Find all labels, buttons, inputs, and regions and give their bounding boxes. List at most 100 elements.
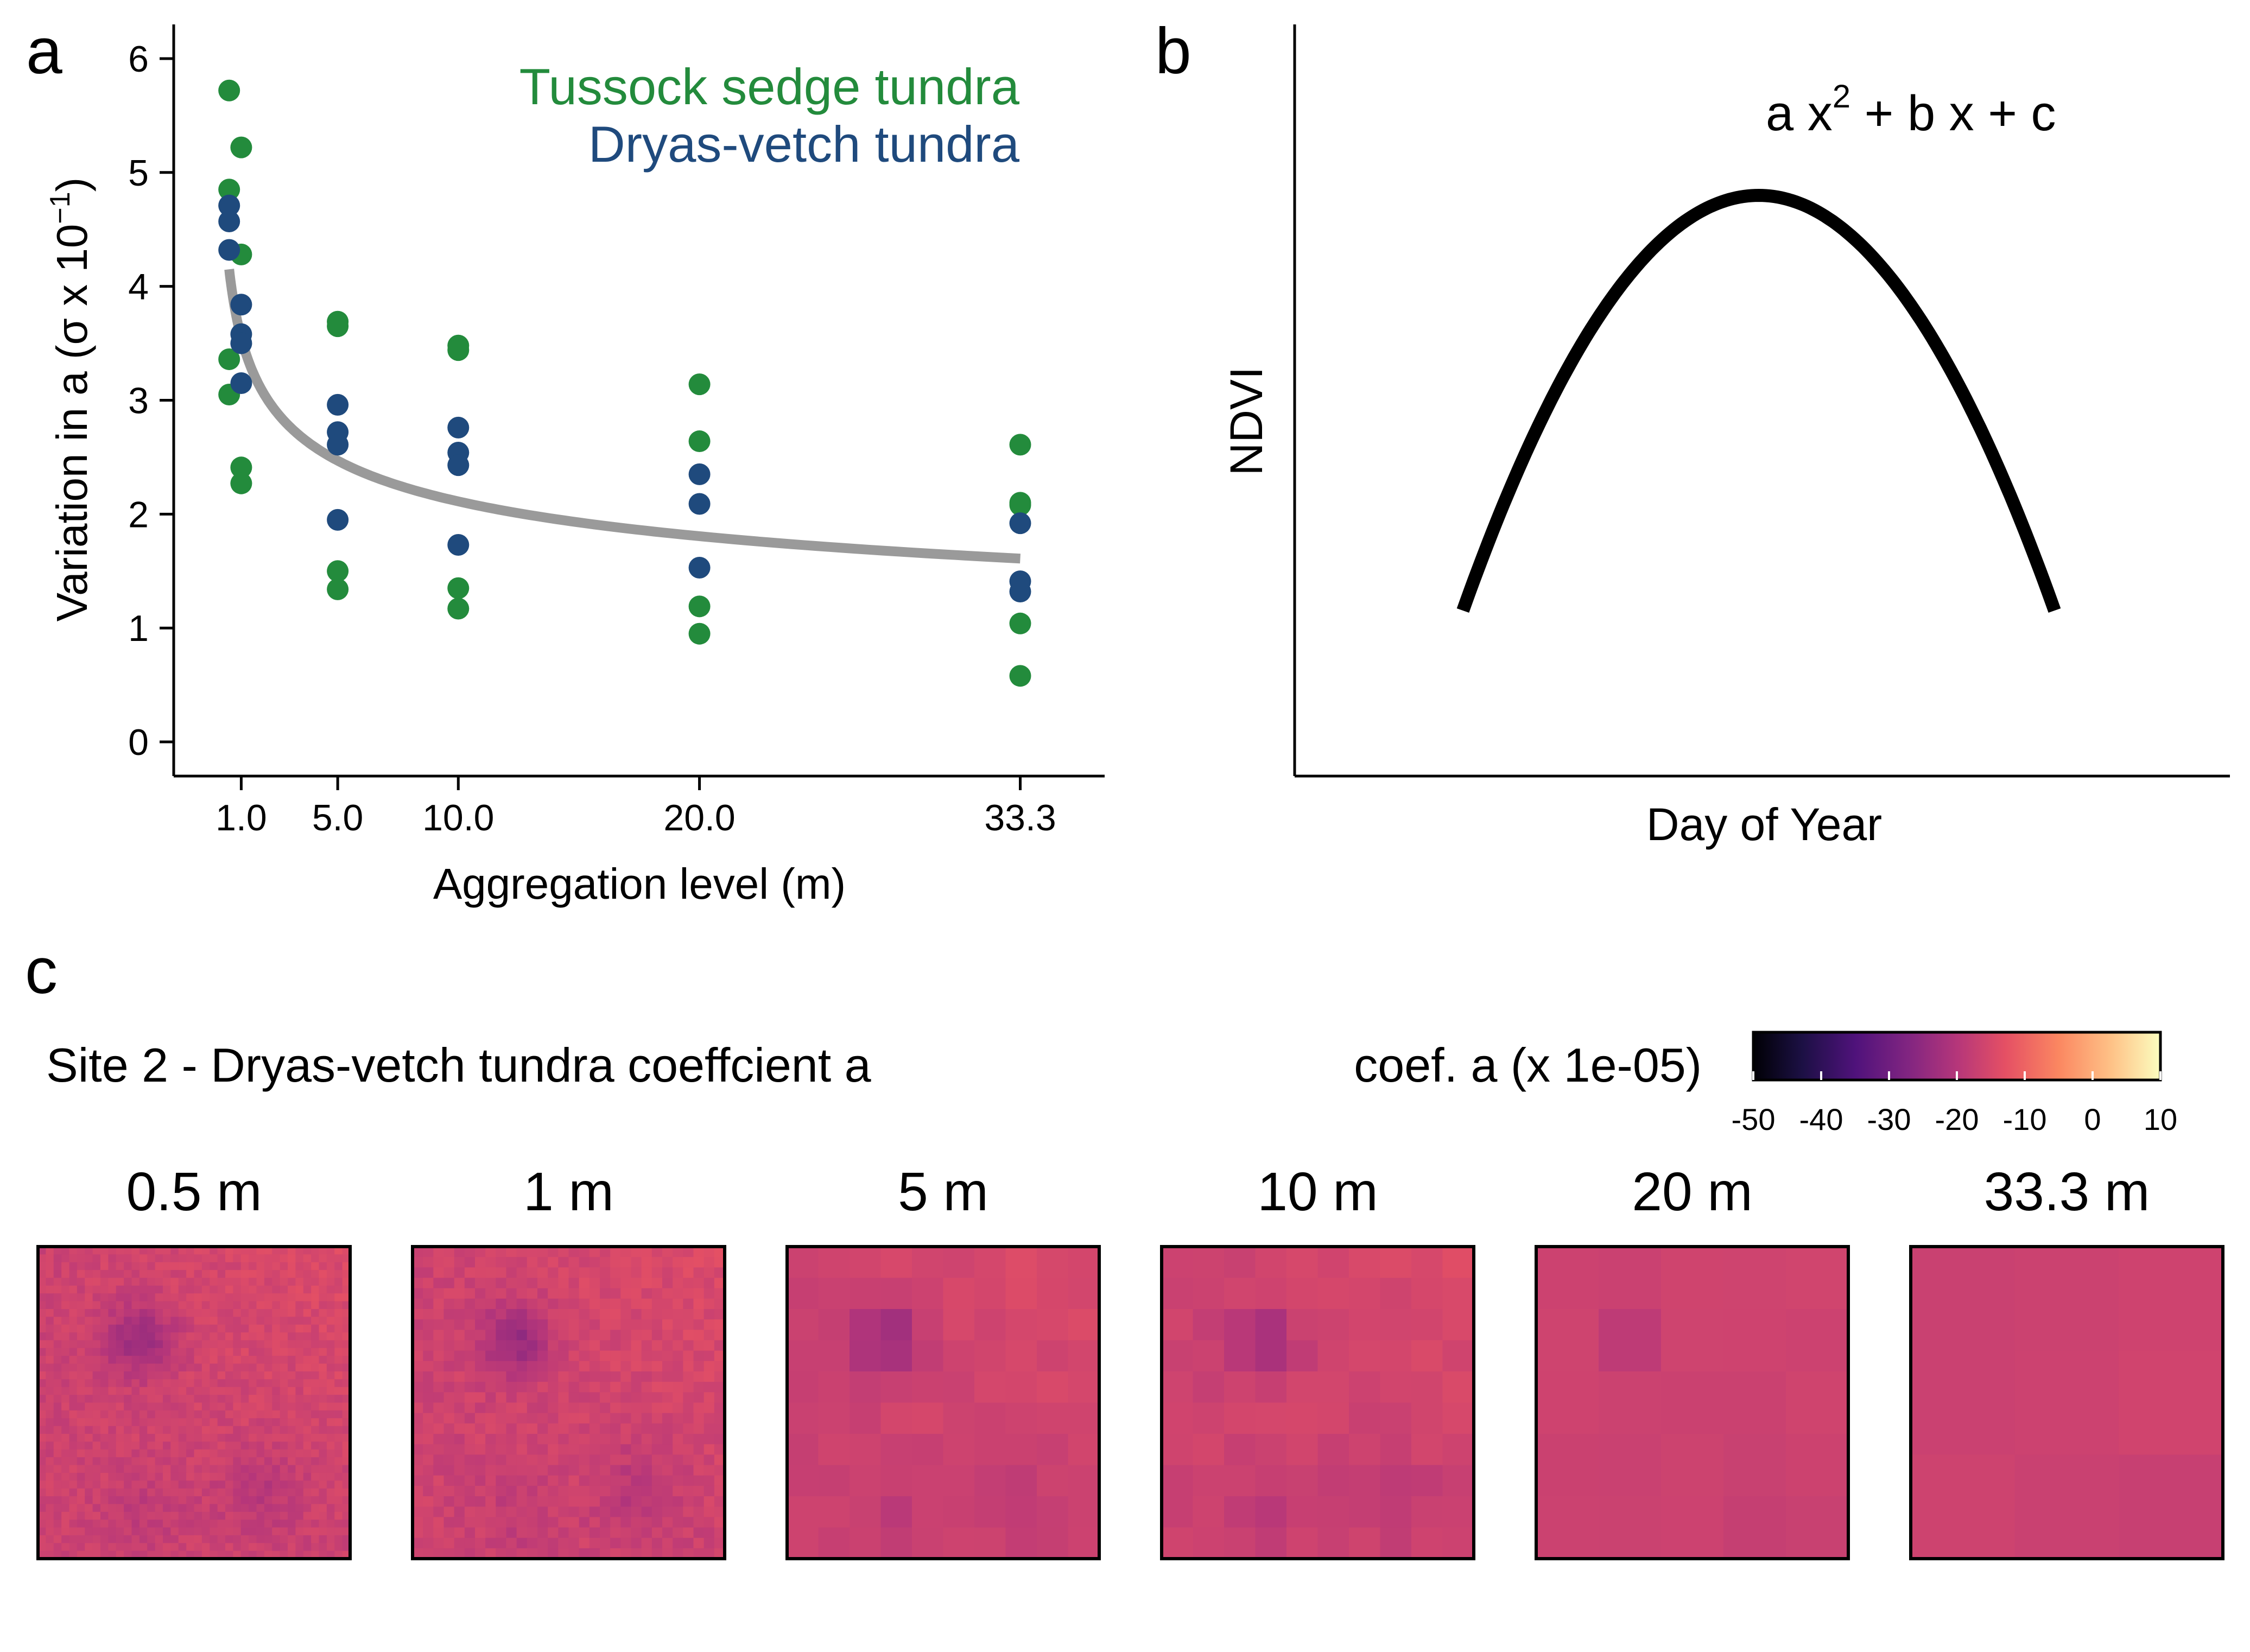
heatmap-cell <box>683 1496 694 1507</box>
heatmap-cell <box>334 1278 343 1286</box>
point-dryas <box>688 463 711 485</box>
heatmap-cell <box>631 1267 642 1279</box>
heatmap-cell <box>443 1434 455 1445</box>
heatmap-cell <box>194 1481 202 1489</box>
heatmap-cell <box>319 1324 327 1333</box>
heatmap-cell <box>631 1330 642 1341</box>
heatmap-cell <box>249 1262 257 1270</box>
heatmap-cell <box>464 1527 476 1539</box>
heatmap-cell <box>163 1527 172 1536</box>
heatmap-cell <box>77 1332 86 1341</box>
heatmap-cell <box>693 1319 705 1331</box>
heatmap-cell <box>496 1392 507 1403</box>
heatmap-cell <box>703 1330 715 1341</box>
heatmap-cell <box>124 1488 132 1497</box>
heatmap-cell <box>288 1293 296 1302</box>
heatmap-cell <box>1255 1247 1287 1279</box>
heatmap-cell <box>249 1395 257 1403</box>
heatmap-cell <box>1536 1434 1599 1497</box>
heatmap-cell <box>334 1254 343 1263</box>
heatmap-cell <box>92 1371 101 1380</box>
heatmap-cell <box>433 1319 445 1331</box>
heatmap-cell <box>631 1309 642 1320</box>
heatmap-cell <box>423 1527 434 1539</box>
heatmap-cell <box>610 1444 622 1456</box>
heatmap-cell <box>703 1496 715 1507</box>
heatmap-cell <box>548 1350 559 1362</box>
heatmap-cell <box>280 1527 288 1536</box>
heatmap-cell <box>92 1348 101 1357</box>
heatmap-cell <box>170 1285 179 1294</box>
heatmap-cell <box>46 1285 54 1294</box>
heatmap-cell <box>233 1262 242 1270</box>
heatmap-cell <box>124 1379 132 1388</box>
heatmap-cell <box>288 1410 296 1419</box>
heatmap-cell <box>589 1496 600 1507</box>
heatmap-cell <box>568 1496 580 1507</box>
heatmap-cell <box>201 1441 211 1450</box>
heatmap-cell <box>413 1454 423 1466</box>
heatmap-cell <box>334 1402 343 1411</box>
heatmap-cell <box>413 1309 423 1320</box>
heatmap-cell <box>454 1434 465 1445</box>
heatmap-cell <box>124 1247 132 1255</box>
heatmap-cell <box>1162 1278 1194 1310</box>
heatmap-cell <box>334 1465 343 1473</box>
heatmap-cell <box>69 1371 78 1380</box>
heatmap-cell <box>443 1517 455 1528</box>
heatmap-cell <box>295 1363 304 1372</box>
heatmap-cell <box>311 1449 320 1458</box>
heatmap-cell <box>485 1382 497 1393</box>
heatmap-cell <box>464 1475 476 1486</box>
heatmap-cell <box>272 1504 281 1513</box>
heatmap-cell <box>454 1247 465 1257</box>
heatmap-cell <box>100 1317 109 1325</box>
heatmap-cell <box>673 1465 684 1476</box>
heatmap-cell <box>116 1278 124 1286</box>
heatmap-cell <box>610 1517 622 1528</box>
heatmap-cell <box>272 1317 281 1325</box>
heatmap-cell <box>46 1395 54 1403</box>
heatmap-cell <box>124 1481 132 1489</box>
heatmap-cell <box>548 1413 559 1424</box>
heatmap-cell <box>170 1395 179 1403</box>
heatmap-cell <box>610 1413 622 1424</box>
heatmap-cell <box>295 1449 304 1458</box>
heatmap-cell <box>85 1434 93 1443</box>
heatmap-cell <box>155 1356 163 1364</box>
heatmap-cell <box>178 1309 187 1318</box>
heatmap-cell <box>662 1392 673 1403</box>
heatmap-cell <box>673 1517 684 1528</box>
heatmap-cell <box>537 1382 548 1393</box>
heatmap-cell <box>225 1465 234 1473</box>
heatmap-cell <box>240 1511 249 1520</box>
heatmap-cell <box>464 1361 476 1372</box>
heatmap-cell <box>201 1324 211 1333</box>
heatmap-cell <box>631 1475 642 1486</box>
heatmap-cell <box>662 1485 673 1497</box>
heatmap-cell <box>1380 1340 1412 1372</box>
heatmap-cell <box>77 1301 86 1310</box>
heatmap-cell <box>568 1267 580 1279</box>
heatmap-cell <box>548 1330 559 1341</box>
heatmap-cell <box>217 1270 226 1279</box>
heatmap-cell <box>46 1418 54 1427</box>
heatmap-cell <box>295 1379 304 1388</box>
heatmap-cell <box>620 1330 632 1341</box>
heatmap-cell <box>155 1324 163 1333</box>
heatmap-cell <box>1068 1371 1100 1403</box>
heatmap-cell <box>620 1298 632 1310</box>
heatmap-cell <box>77 1527 86 1536</box>
b-y-axis-label: NDVI <box>1221 367 1272 476</box>
heatmap-cell <box>233 1278 242 1286</box>
heatmap-cell <box>303 1363 312 1372</box>
heatmap-cell <box>280 1379 288 1388</box>
heatmap-cell <box>683 1517 694 1528</box>
heatmap-cell <box>124 1387 132 1395</box>
heatmap-cell <box>662 1402 673 1414</box>
heatmap-cell <box>139 1371 148 1380</box>
point-tussock <box>447 598 470 620</box>
heatmap-cell <box>233 1340 242 1349</box>
heatmap-cell <box>662 1288 673 1299</box>
heatmap-cell <box>1224 1247 1256 1279</box>
